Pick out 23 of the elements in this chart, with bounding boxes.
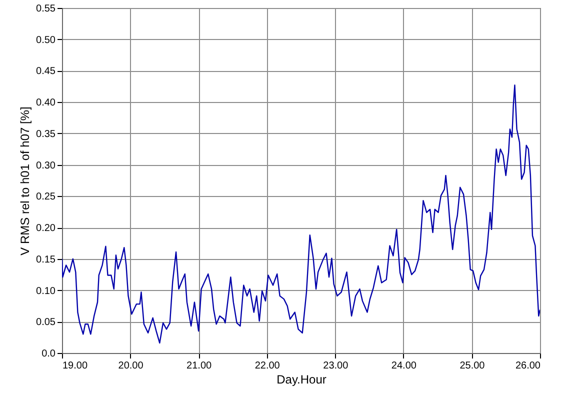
x-tick-label: 21.00 xyxy=(186,360,212,372)
y-tick-label: 0.10 xyxy=(36,286,56,297)
x-tick-label: 25.00 xyxy=(460,360,486,372)
y-tick-label: 0.50 xyxy=(36,34,56,46)
y-tick-label: 0.0 xyxy=(42,348,56,360)
x-tick-label: 24.00 xyxy=(391,360,417,372)
y-tick-label: 0.55 xyxy=(36,4,56,14)
y-tick-label: 0.30 xyxy=(36,160,56,172)
y-tick-label: 0.15 xyxy=(36,254,56,266)
x-tick-label: 26.00 xyxy=(515,360,541,372)
x-tick-label: 20.00 xyxy=(118,360,144,372)
x-tick-label: 22.00 xyxy=(254,360,280,372)
x-tick-label: 23.00 xyxy=(323,360,349,372)
y-tick-label: 0.25 xyxy=(36,192,56,203)
x-axis-title: Day.Hour xyxy=(276,372,326,386)
y-tick-label: 0.40 xyxy=(36,98,56,109)
line-series xyxy=(62,84,540,344)
y-axis-title: V RMS rel to h01 of h07 [%] xyxy=(18,106,32,256)
y-tick-label: 0.35 xyxy=(36,128,56,140)
x-tick-label: 19.00 xyxy=(62,360,88,372)
y-tick-label: 0.45 xyxy=(36,66,56,78)
y-tick-label: 0.05 xyxy=(36,317,56,328)
y-tick-label: 0.20 xyxy=(36,223,56,234)
